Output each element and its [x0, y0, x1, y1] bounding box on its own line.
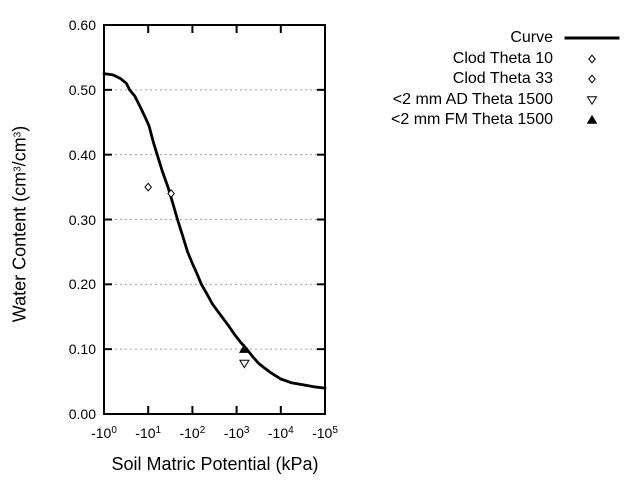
x-tick-label--10^4: -104 [267, 425, 294, 441]
legend: Curve Clod Theta 10 Clod Theta 33 <2 mm AD … [391, 28, 623, 131]
legend-symbol-open-diamond [561, 69, 623, 89]
marker-clod-theta-10 [144, 182, 153, 192]
x-tick-label--10^3: -103 [223, 425, 250, 441]
y-tick-label-0.20: 0.20 [68, 276, 96, 293]
legend-symbol-line [561, 28, 623, 48]
y-tick-label-0.00: 0.00 [68, 406, 96, 422]
y-tick-label-0.60: 0.60 [68, 17, 96, 33]
y-tick-label-0.10: 0.10 [68, 341, 96, 358]
legend-symbol-canvas [588, 54, 596, 64]
marker-2-mm-ad-theta-1500 [238, 359, 250, 369]
y-tick-label-0.30: 0.30 [68, 211, 96, 228]
x-axis-title: Soil Matric Potential (kPa) [111, 454, 319, 474]
series-curve [102, 72, 327, 390]
x-tick-label--10^0: -100 [91, 425, 117, 441]
legend-label: Clod Theta 10 [452, 49, 553, 67]
legend-item-2-mm-ad-theta-1500: <2 mm AD Theta 1500 [391, 90, 623, 111]
plot-border [103, 24, 326, 415]
legend-symbol-filled-triangle-up [561, 110, 623, 130]
legend-symbol-canvas [588, 74, 596, 84]
y-tick-label-0.50: 0.50 [68, 81, 96, 98]
marker-2-mm-fm-theta-1500 [238, 344, 250, 353]
legend-item-clod-theta-33: Clod Theta 33 [391, 69, 623, 90]
legend-symbol-open-diamond [561, 49, 623, 69]
legend-marker-2-mm-ad-theta-1500 [586, 96, 598, 105]
legend-symbol-open-triangle-down [561, 90, 623, 110]
legend-marker-2-mm-fm-theta-1500 [586, 115, 598, 124]
legend-marker-clod-theta-33 [588, 74, 596, 84]
legend-item-2-mm-fm-theta-1500: <2 mm FM Theta 1500 [391, 110, 623, 131]
legend-item-clod-theta-10: Clod Theta 10 [391, 49, 623, 70]
legend-symbol-canvas [586, 96, 598, 105]
x-tick-label--10^1: -101 [135, 425, 162, 441]
y-tick-label-0.40: 0.40 [68, 146, 96, 163]
legend-label: <2 mm FM Theta 1500 [391, 111, 553, 129]
marker-clod-theta-33 [167, 188, 175, 199]
x-tick-label--10^5: -105 [312, 425, 338, 441]
legend-symbol-canvas [564, 36, 620, 40]
legend-marker-clod-theta-10 [588, 54, 596, 64]
legend-symbol-canvas [586, 115, 598, 124]
legend-label: Curve [510, 29, 553, 47]
legend-item-curve: Curve [391, 28, 623, 49]
x-tick-label--10^2: -102 [179, 425, 206, 441]
y-axis-title: Water Content (cm3/cm3) [9, 125, 30, 323]
legend-label: Clod Theta 33 [452, 70, 553, 88]
legend-label: <2 mm AD Theta 1500 [392, 90, 553, 108]
